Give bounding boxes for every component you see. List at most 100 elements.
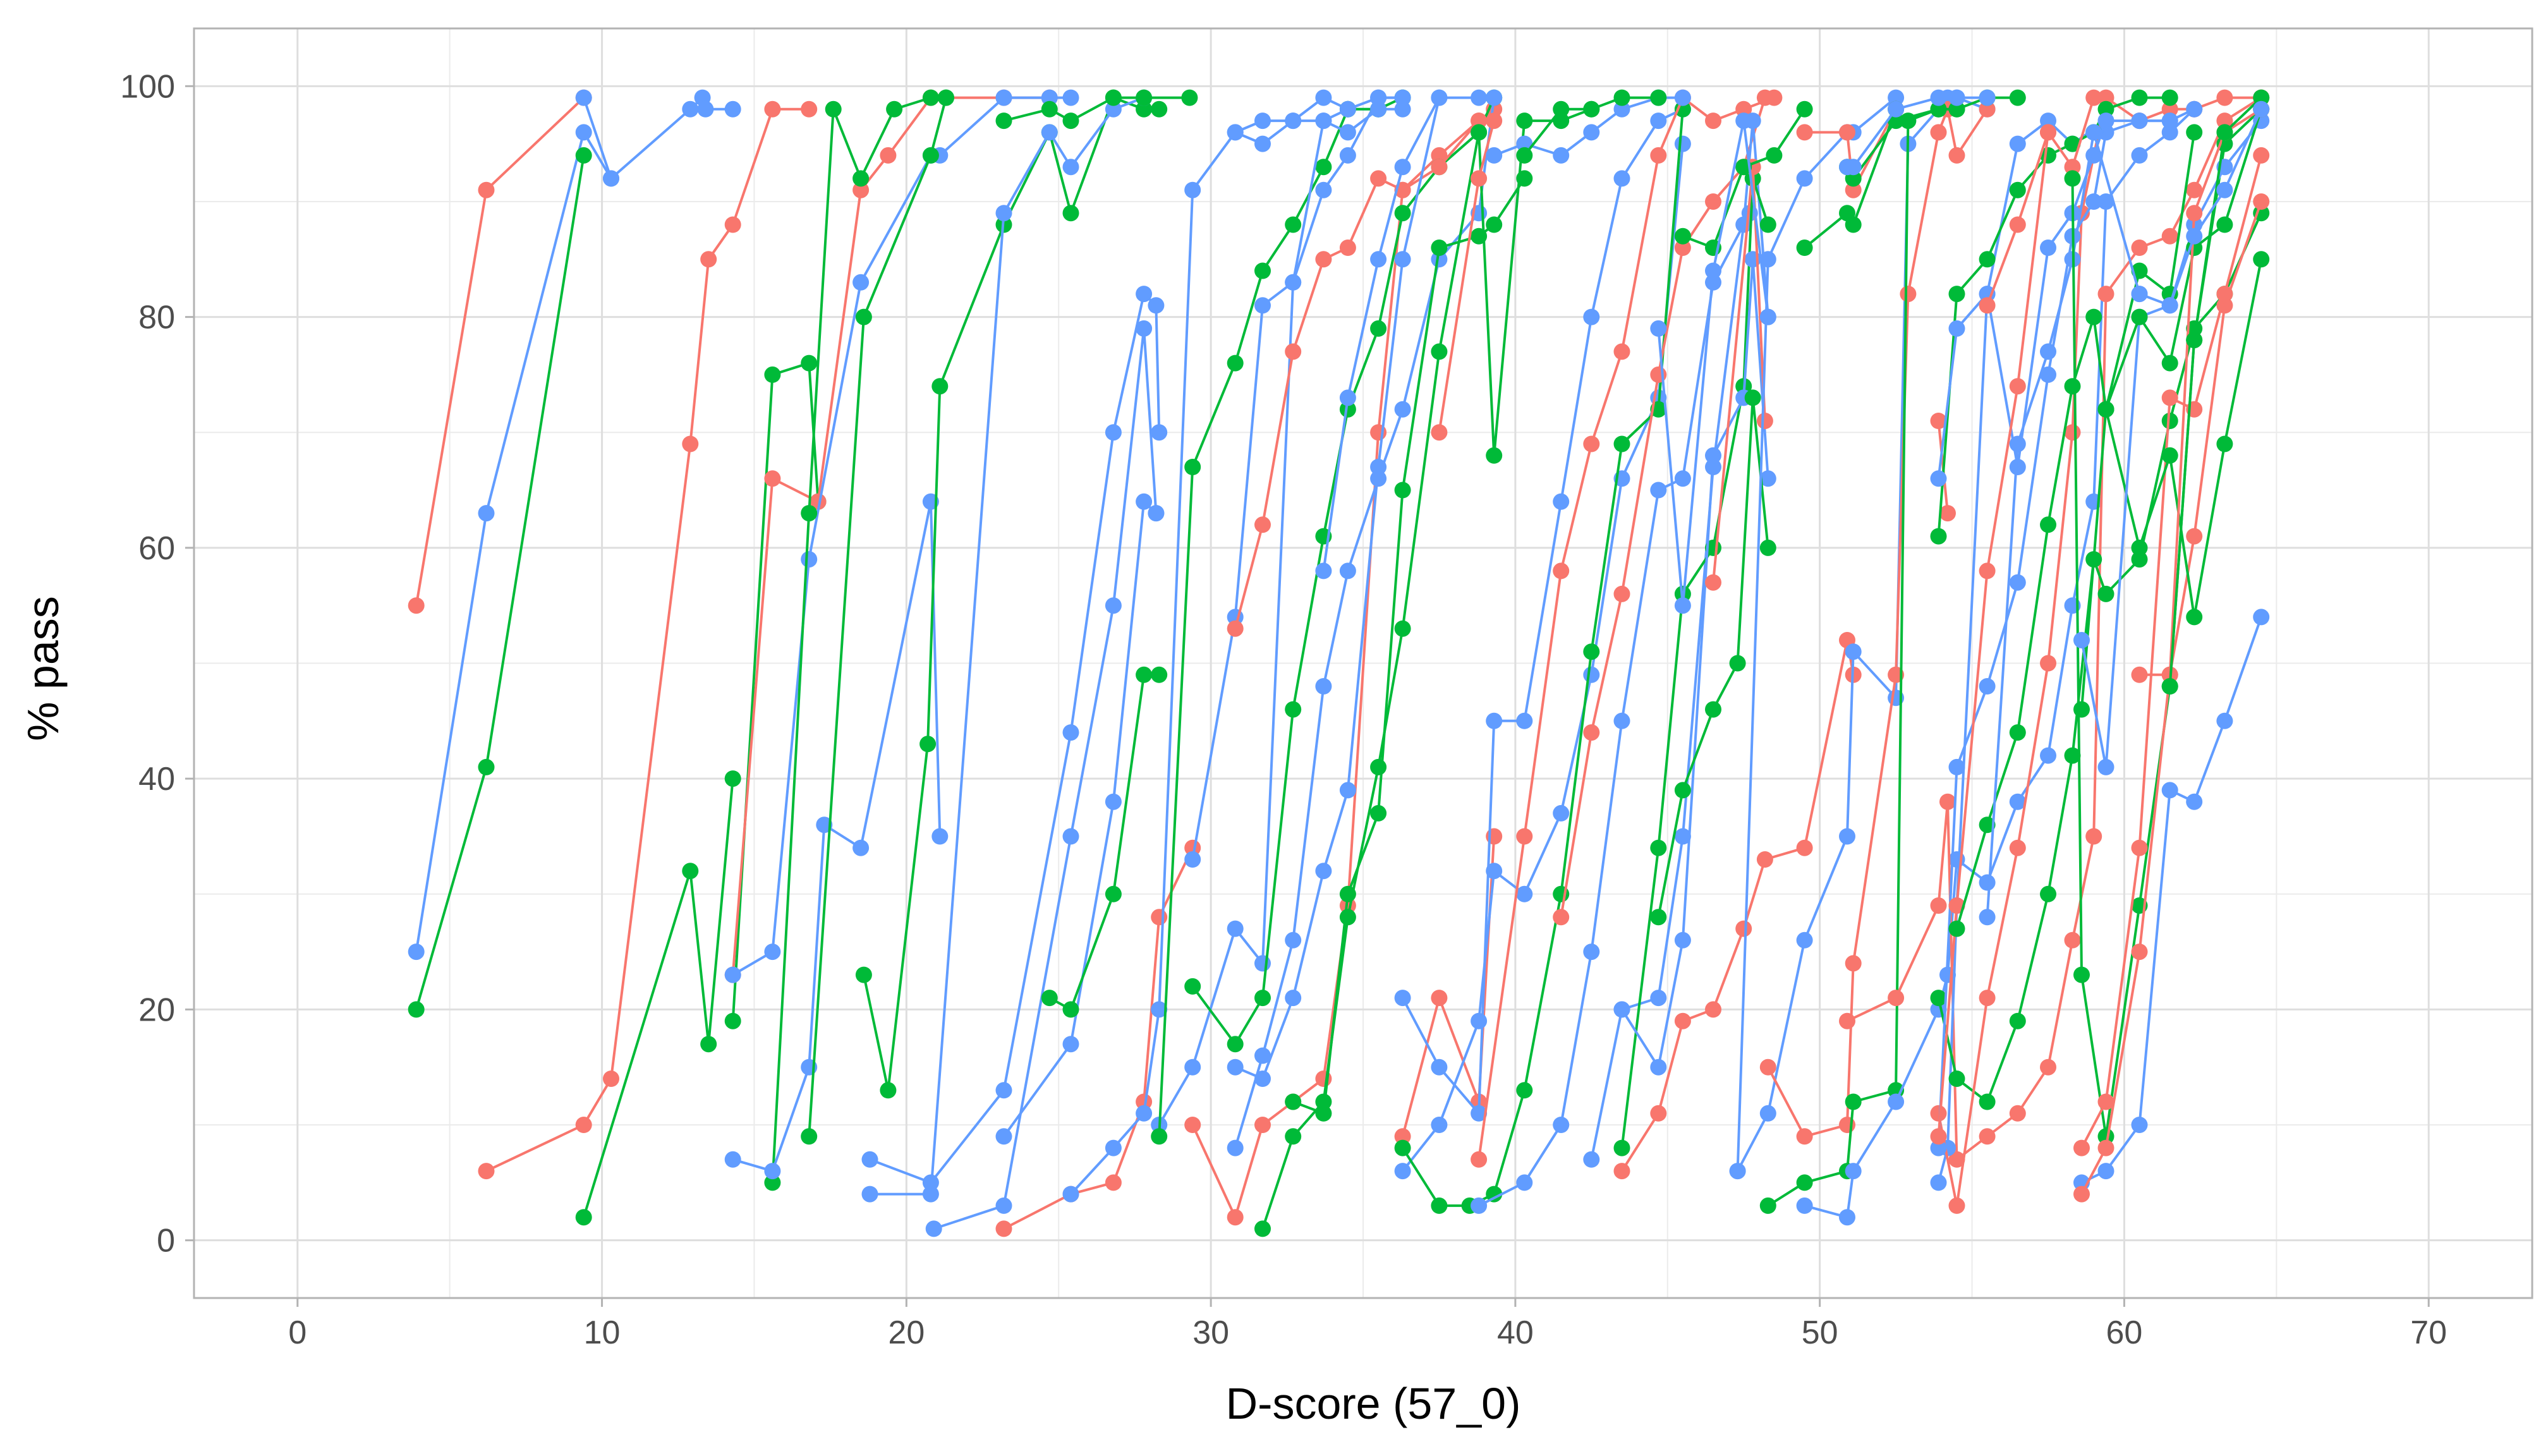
data-point: [1339, 782, 1356, 799]
data-point: [1486, 447, 1503, 464]
data-point: [1431, 343, 1448, 360]
x-tick-label: 0: [288, 1314, 306, 1351]
data-point: [2161, 124, 2178, 141]
data-point: [1729, 655, 1746, 672]
series-72: [1979, 124, 2056, 314]
data-point: [1930, 1174, 1947, 1191]
data-point: [2040, 516, 2056, 533]
data-point: [1705, 1001, 1721, 1018]
data-point: [1613, 343, 1630, 360]
data-point: [575, 1209, 592, 1226]
data-point: [1900, 286, 1917, 303]
data-point: [764, 1174, 781, 1191]
data-point: [1315, 1105, 1332, 1122]
data-point: [2216, 181, 2233, 198]
data-point: [1613, 585, 1630, 602]
data-point: [682, 863, 699, 880]
data-point: [1136, 89, 1153, 106]
data-point: [1650, 1059, 1667, 1076]
data-point: [2253, 147, 2270, 164]
data-point: [1674, 89, 1691, 106]
data-point: [1486, 863, 1503, 880]
series-81: [2161, 89, 2270, 695]
data-point: [1394, 401, 1411, 418]
data-point: [2161, 112, 2178, 130]
series-16: [925, 320, 1165, 1237]
data-point: [2009, 839, 2026, 856]
data-point: [995, 1128, 1012, 1145]
data-point: [1759, 251, 1776, 268]
data-point: [2186, 609, 2203, 626]
data-point: [1930, 89, 1947, 106]
data-point: [724, 100, 741, 118]
data-point: [2161, 782, 2178, 799]
data-point: [2161, 297, 2178, 314]
data-point: [2040, 885, 2056, 902]
data-point: [1431, 240, 1448, 256]
data-point: [852, 170, 870, 187]
series-57: [1796, 100, 1905, 256]
data-point: [700, 1036, 717, 1053]
data-point: [2040, 747, 2056, 764]
data-point: [2073, 701, 2090, 718]
series-line: [731, 96, 1050, 975]
data-point: [2009, 181, 2026, 198]
data-point: [1285, 343, 1302, 360]
data-point: [1151, 909, 1168, 926]
data-point: [2216, 112, 2233, 130]
data-point: [1315, 678, 1332, 695]
data-point: [2097, 1093, 2114, 1110]
series-31: [1227, 89, 1411, 152]
data-point: [2040, 112, 2056, 130]
data-point: [2216, 712, 2233, 729]
data-point: [1705, 112, 1721, 130]
data-point: [2186, 320, 2203, 337]
data-point: [2040, 343, 2056, 360]
series-line: [1657, 396, 1769, 918]
data-point: [1394, 251, 1411, 268]
data-point: [2009, 216, 2026, 233]
data-point: [1315, 181, 1332, 198]
data-point: [2161, 228, 2178, 245]
data-point: [1674, 240, 1691, 256]
series-line: [808, 97, 947, 1137]
data-point: [764, 1163, 781, 1180]
data-point: [2161, 413, 2178, 429]
data-point: [2131, 112, 2148, 130]
data-point: [1394, 482, 1411, 499]
data-point: [1471, 228, 1488, 245]
series-line: [582, 778, 734, 1218]
data-point: [1705, 262, 1721, 279]
data-point: [2186, 100, 2203, 118]
data-point: [1674, 828, 1691, 845]
x-tick-label: 70: [2410, 1314, 2447, 1351]
data-point: [1105, 1174, 1122, 1191]
data-point: [575, 124, 592, 141]
data-point: [1184, 1059, 1201, 1076]
data-point: [1254, 1047, 1271, 1064]
data-point: [919, 736, 937, 753]
data-point: [1888, 100, 1905, 118]
data-point: [1705, 193, 1721, 210]
data-point: [2131, 539, 2148, 556]
data-point: [408, 597, 425, 614]
data-point: [2064, 170, 2081, 187]
data-point: [1431, 1197, 1448, 1214]
series-82: [2131, 100, 2270, 314]
data-point: [801, 355, 818, 372]
data-point: [1105, 793, 1122, 810]
data-point: [1285, 701, 1302, 718]
data-point: [1583, 435, 1600, 452]
series-37: [1394, 100, 1691, 1214]
data-point: [2097, 401, 2114, 418]
data-point: [2186, 205, 2203, 222]
data-point: [2216, 124, 2233, 141]
data-point: [1516, 112, 1533, 130]
data-point: [1979, 990, 1996, 1007]
data-point: [1796, 124, 1813, 141]
data-point: [1486, 216, 1503, 233]
data-point: [1553, 562, 1570, 579]
series-47: [1613, 251, 1776, 1076]
data-point: [801, 100, 818, 118]
data-point: [1839, 124, 1855, 141]
